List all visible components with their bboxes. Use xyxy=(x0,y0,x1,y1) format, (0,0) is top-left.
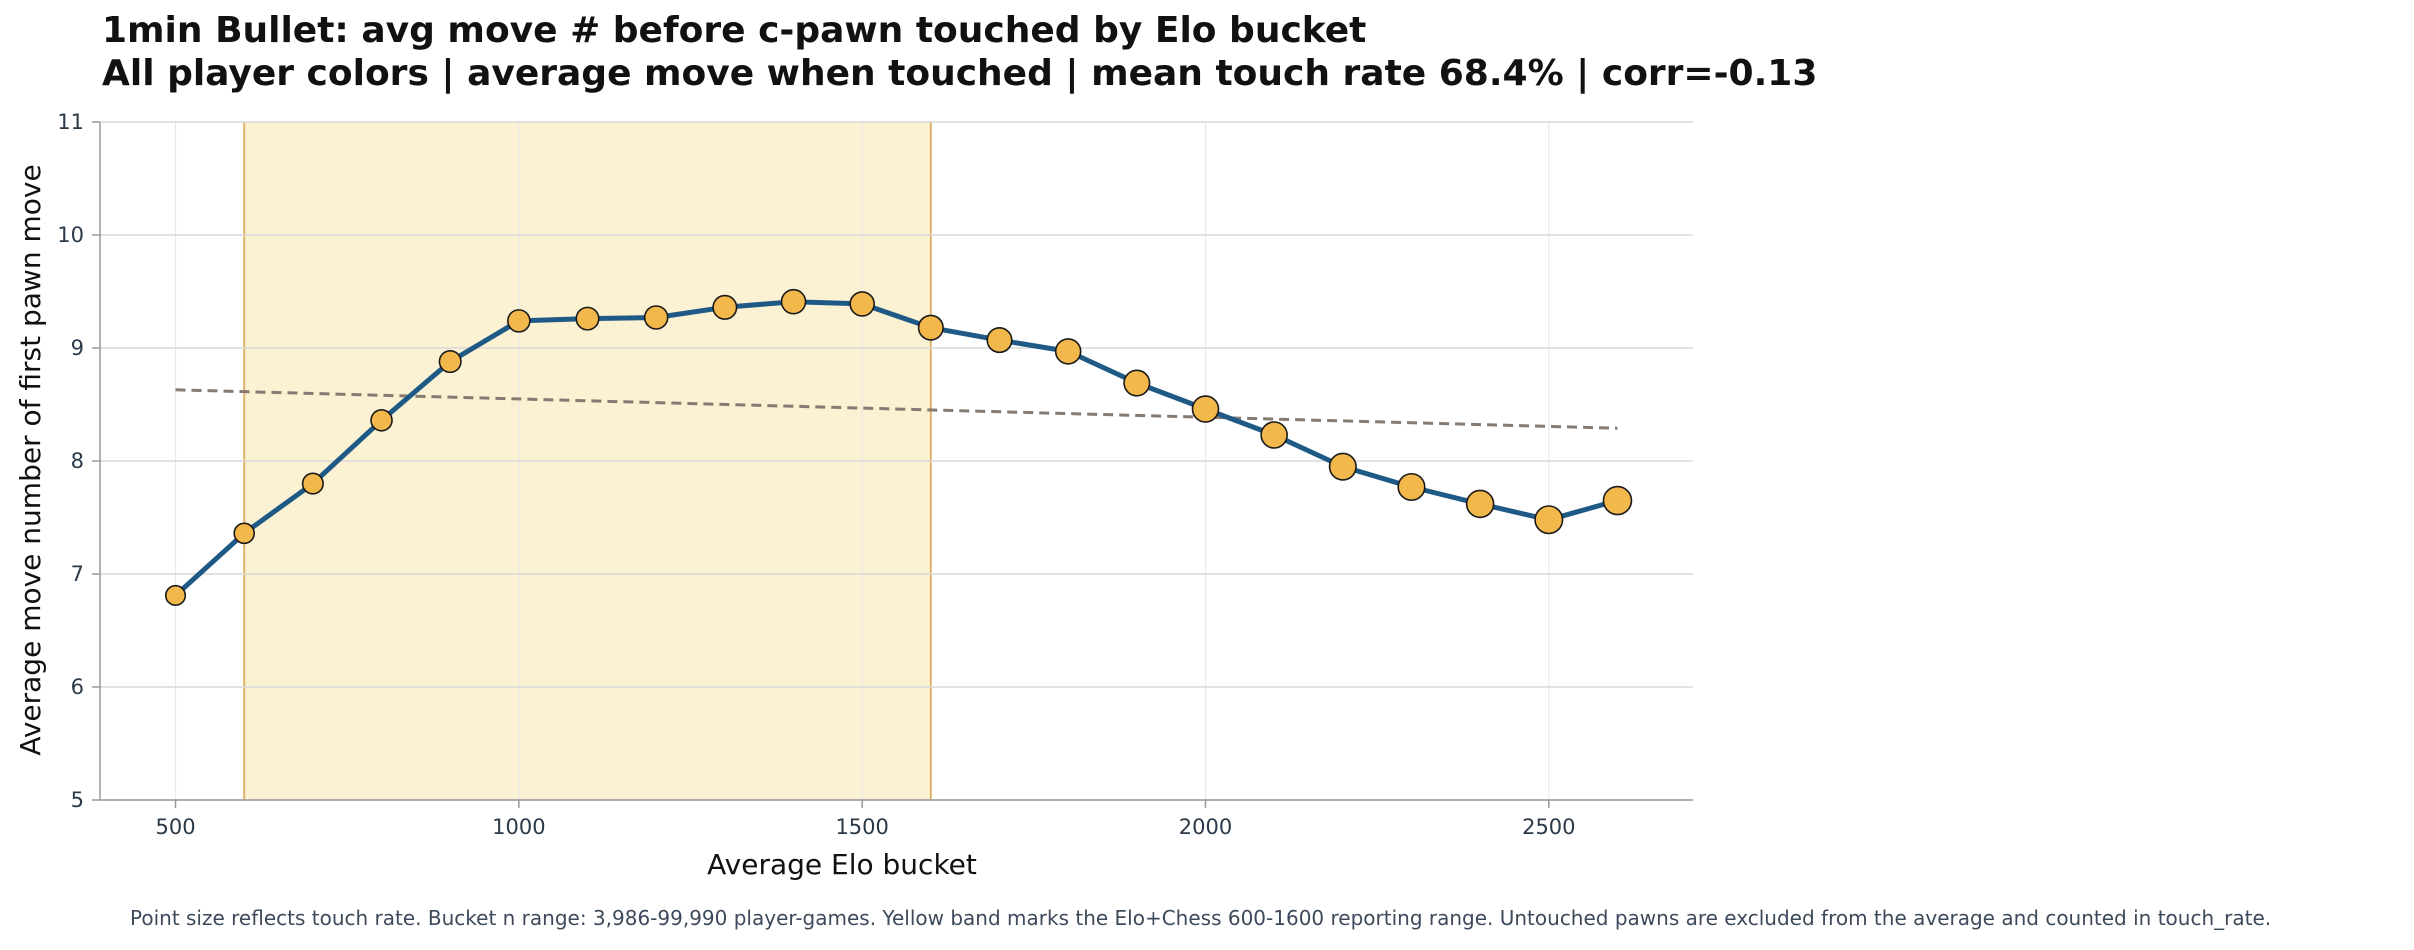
data-point xyxy=(1123,369,1151,397)
data-point xyxy=(643,305,669,330)
data-point xyxy=(986,327,1013,354)
data-point xyxy=(917,314,944,341)
data-point xyxy=(507,309,531,333)
series-layer xyxy=(164,288,1633,607)
y-tick-label: 10 xyxy=(57,223,84,247)
data-point xyxy=(1602,485,1633,516)
tick-labels-layer: 500 1000 1500 2000 2500 5 6 7 8 9 10 11 xyxy=(57,110,1575,839)
data-point xyxy=(370,409,393,432)
data-point xyxy=(1328,452,1357,481)
axes-layer xyxy=(92,121,1693,808)
data-point xyxy=(575,306,600,331)
y-tick-label: 7 xyxy=(71,562,84,586)
x-tick-label: 1000 xyxy=(492,815,545,839)
data-point xyxy=(301,472,324,495)
x-tick-label: 500 xyxy=(155,815,195,839)
y-axis-label: Average move number of first pawn move xyxy=(14,164,47,755)
data-point xyxy=(849,291,875,317)
y-tick-label: 8 xyxy=(71,449,84,473)
data-point xyxy=(1054,338,1082,365)
y-tick-label: 6 xyxy=(71,675,84,699)
data-point xyxy=(1465,489,1495,519)
x-tick-label: 2500 xyxy=(1522,815,1575,839)
y-tick-label: 9 xyxy=(71,336,84,360)
data-point xyxy=(712,294,738,320)
chart-title: 1min Bullet: avg move # before c-pawn to… xyxy=(102,10,1367,51)
x-tick-label: 2000 xyxy=(1179,815,1232,839)
trend-layer xyxy=(175,388,1618,430)
data-point xyxy=(233,522,255,545)
data-point xyxy=(164,584,187,607)
y-tick-label: 11 xyxy=(57,110,84,134)
y-tick-label: 5 xyxy=(71,788,84,812)
x-tick-label: 1500 xyxy=(835,815,888,839)
data-point xyxy=(1191,395,1220,423)
x-axis-label: Average Elo bucket xyxy=(707,848,977,880)
chart-subtitle: All player colors | average move when to… xyxy=(102,53,1818,94)
chart-caption: Point size reflects touch rate. Bucket n… xyxy=(130,906,2272,930)
trend-line xyxy=(175,388,1618,430)
data-point xyxy=(438,350,462,374)
data-point xyxy=(780,288,807,315)
line-chart: 500 1000 1500 2000 2500 5 6 7 8 9 10 11 Average Elo… xyxy=(14,110,1693,880)
series-line xyxy=(173,299,1620,598)
data-point xyxy=(1260,421,1288,449)
data-point xyxy=(1397,472,1426,502)
data-point xyxy=(1534,505,1564,535)
